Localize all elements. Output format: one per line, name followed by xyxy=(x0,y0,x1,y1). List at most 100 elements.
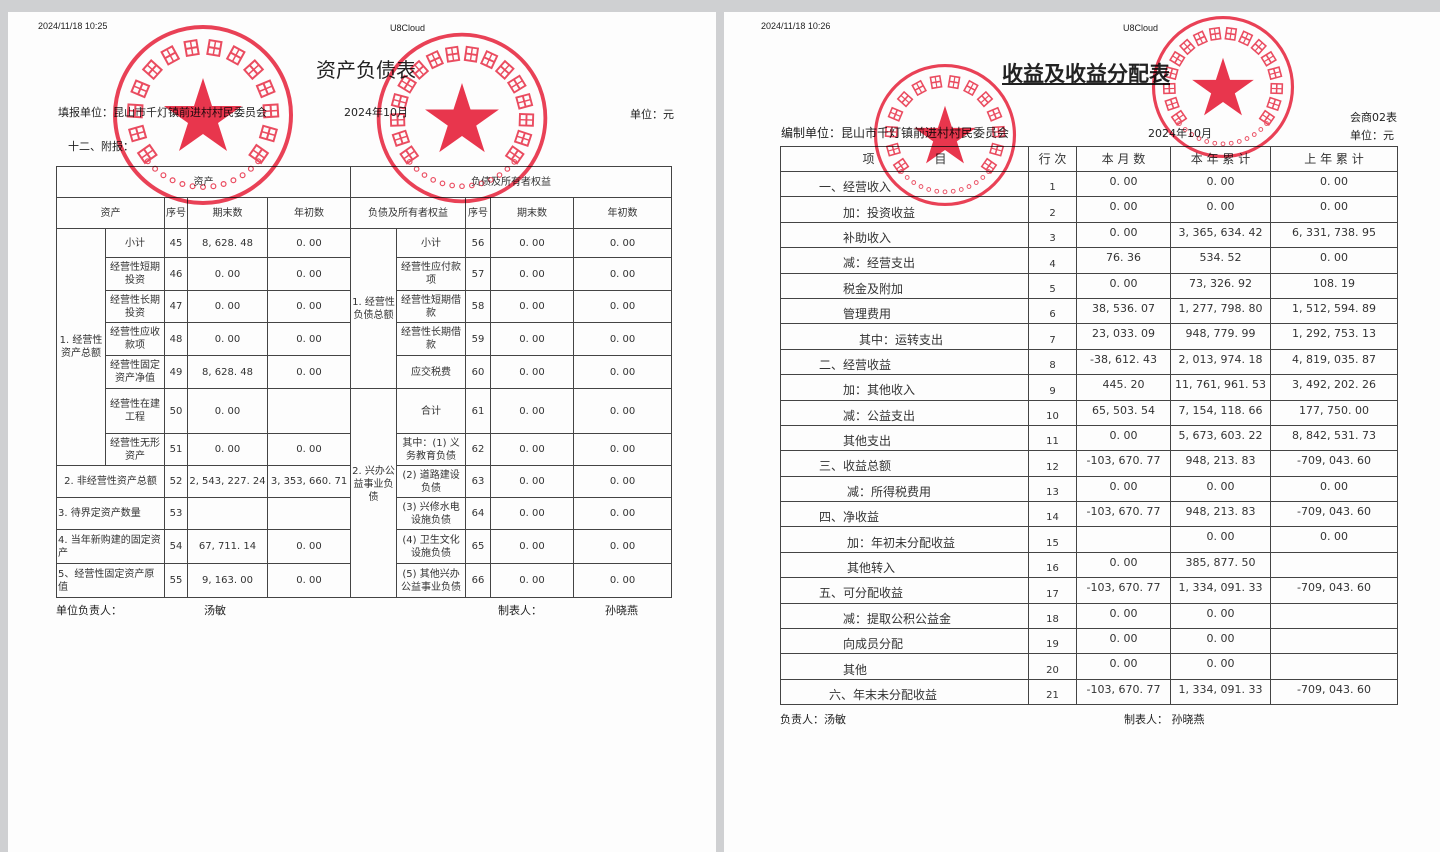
asset-item: 经营性在建工程 xyxy=(106,389,165,434)
ytd-value: 0. 00 xyxy=(1171,476,1271,501)
month-value: 0. 00 xyxy=(1077,603,1171,628)
asset-end: 67, 711. 14 xyxy=(188,530,268,564)
asset-begin: 0. 00 xyxy=(268,564,351,598)
month-value: 0. 00 xyxy=(1077,197,1171,222)
month-value: 445. 20 xyxy=(1077,375,1171,400)
last-year-value: 0. 00 xyxy=(1271,527,1398,552)
line-number: 12 xyxy=(1029,451,1077,476)
month-value: -103, 670. 77 xyxy=(1077,451,1171,476)
liab-col-header: 负债及所有者权益 xyxy=(351,198,466,229)
last-year-value: 6, 331, 738. 95 xyxy=(1271,222,1398,247)
asset-begin: 0. 00 xyxy=(268,434,351,466)
month-value: 0. 00 xyxy=(1077,654,1171,679)
asset-col-header: 资产 xyxy=(57,198,165,229)
asset-seq: 53 xyxy=(165,498,188,530)
reporting-unit: 编制单位：昆山市千灯镇前进村村民委员会 xyxy=(781,124,1009,141)
app-name: U8Cloud xyxy=(1123,23,1158,33)
month-value: 23, 033. 09 xyxy=(1077,324,1171,349)
liab-item: (2) 道路建设负债 xyxy=(397,466,466,498)
reporting-unit: 填报单位：昆山市千灯镇前进村村民委员会 xyxy=(58,104,267,120)
asset-end xyxy=(188,498,268,530)
month-value: 0. 00 xyxy=(1077,172,1171,197)
liab-seq: 56 xyxy=(466,229,491,258)
asset-begin: 3, 353, 660. 71 xyxy=(268,466,351,498)
head-signature: 负责人：汤敏 xyxy=(780,711,846,727)
liab-begin: 0. 00 xyxy=(574,389,672,434)
month-value: 38, 536. 07 xyxy=(1077,298,1171,323)
liab-seq: 62 xyxy=(466,434,491,466)
last-year-value: 3, 492, 202. 26 xyxy=(1271,375,1398,400)
begin-header: 年初数 xyxy=(268,198,351,229)
asset-seq: 50 xyxy=(165,389,188,434)
ytd-value: 7, 154, 118. 66 xyxy=(1171,400,1271,425)
liab-seq: 60 xyxy=(466,356,491,389)
asset-seq: 51 xyxy=(165,434,188,466)
asset-item: 2. 非经营性资产总额 xyxy=(57,466,165,498)
asset-item: 经营性应收款项 xyxy=(106,323,165,356)
liab-end: 0. 00 xyxy=(491,466,574,498)
ytd-value: 0. 00 xyxy=(1171,197,1271,222)
liab-seq: 61 xyxy=(466,389,491,434)
liab-item: 经营性长期借款 xyxy=(397,323,466,356)
item-label: 税金及附加 xyxy=(781,273,1029,298)
asset-end: 0. 00 xyxy=(188,291,268,323)
signature-line: 单位负责人： 汤敏 制表人： 孙晓燕 xyxy=(56,602,671,618)
line-number: 2 xyxy=(1029,197,1077,222)
month-value: 0. 00 xyxy=(1077,222,1171,247)
item-label: 二、经营收益 xyxy=(781,349,1029,374)
preparer-name: 孙晓燕 xyxy=(605,602,638,618)
last-year-value: -709, 043. 60 xyxy=(1271,451,1398,476)
asset-item: 经营性短期投资 xyxy=(106,258,165,291)
liab-seq: 64 xyxy=(466,498,491,530)
liab-group-label: 1. 经营性负债总额 xyxy=(351,229,397,389)
liab-seq: 66 xyxy=(466,564,491,598)
asset-begin: 0. 00 xyxy=(268,258,351,291)
line-number: 6 xyxy=(1029,298,1077,323)
ytd-value: 1, 334, 091. 33 xyxy=(1171,679,1271,704)
ytd-value: 2, 013, 974. 18 xyxy=(1171,349,1271,374)
asset-end: 0. 00 xyxy=(188,389,268,434)
asset-item: 3. 待界定资产数量 xyxy=(57,498,165,530)
asset-seq: 54 xyxy=(165,530,188,564)
liab-item: (3) 兴修水电设施负债 xyxy=(397,498,466,530)
item-label: 其他 xyxy=(781,654,1029,679)
ytd-value: 1, 277, 798. 80 xyxy=(1171,298,1271,323)
liab-item: (5) 其他兴办公益事业负债 xyxy=(397,564,466,598)
begin-header: 年初数 xyxy=(574,198,672,229)
asset-end: 0. 00 xyxy=(188,323,268,356)
last-year-value xyxy=(1271,552,1398,577)
liab-begin: 0. 00 xyxy=(574,291,672,323)
liab-item: 经营性短期借款 xyxy=(397,291,466,323)
asset-begin xyxy=(268,389,351,434)
asset-item: 小计 xyxy=(106,229,165,258)
liab-begin: 0. 00 xyxy=(574,356,672,389)
asset-end: 8, 628. 48 xyxy=(188,229,268,258)
liab-begin: 0. 00 xyxy=(574,258,672,291)
line-number: 15 xyxy=(1029,527,1077,552)
liab-group-header: 负债及所有者权益 xyxy=(351,167,672,198)
line-number: 21 xyxy=(1029,679,1077,704)
asset-end: 9, 163. 00 xyxy=(188,564,268,598)
asset-item: 经营性无形资产 xyxy=(106,434,165,466)
header-row: 项 目行 次本 月 数本 年 累 计上 年 累 计 xyxy=(781,147,1398,172)
ytd-value: 948, 213. 83 xyxy=(1171,502,1271,527)
last-year-value: 177, 750. 00 xyxy=(1271,400,1398,425)
liab-end: 0. 00 xyxy=(491,434,574,466)
last-year-header: 上 年 累 计 xyxy=(1271,147,1398,172)
last-year-value xyxy=(1271,629,1398,654)
last-year-value xyxy=(1271,654,1398,679)
asset-seq: 46 xyxy=(165,258,188,291)
item-label: 补助收入 xyxy=(781,222,1029,247)
